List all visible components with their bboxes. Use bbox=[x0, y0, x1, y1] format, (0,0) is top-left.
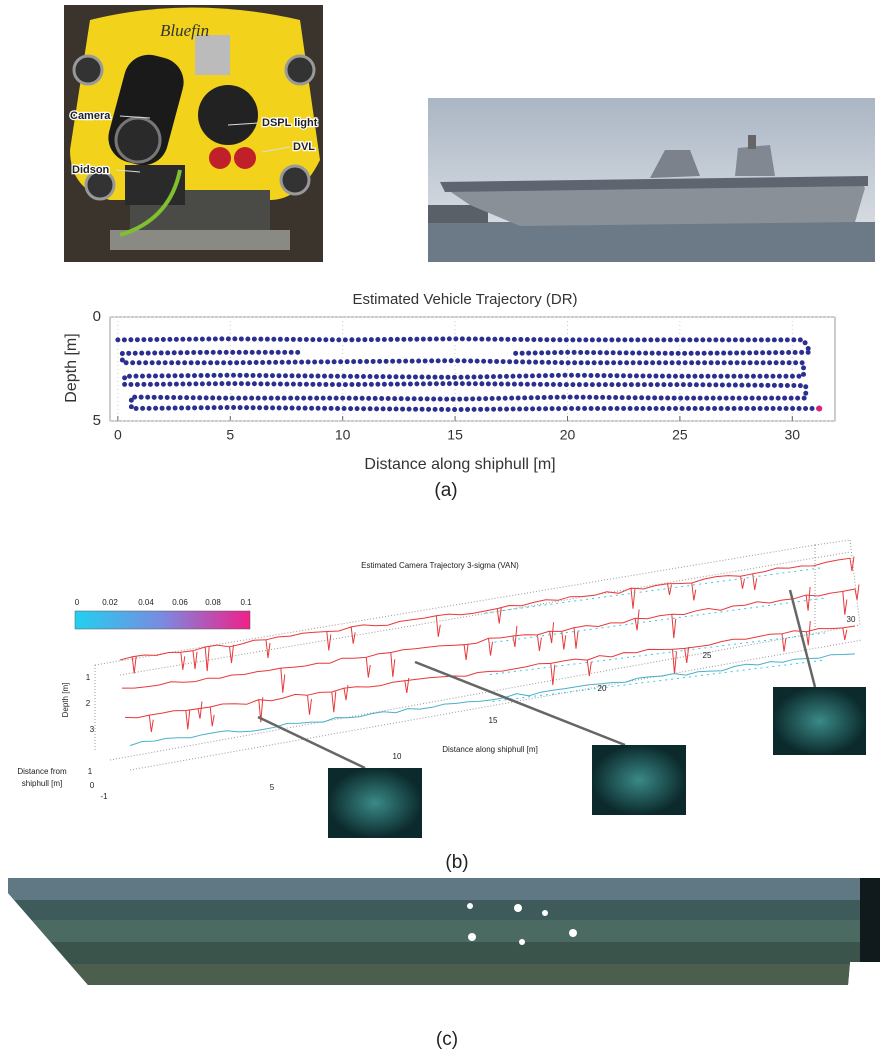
plot-frame bbox=[110, 317, 835, 421]
depth-tick-label: 3 bbox=[90, 725, 95, 734]
inset-image bbox=[328, 768, 422, 838]
colorbar-tick-label: 0.1 bbox=[240, 598, 252, 607]
x-tick-label: 15 bbox=[447, 427, 463, 443]
x-tick-label: 5 bbox=[226, 427, 234, 443]
photo-label: DVL bbox=[293, 141, 315, 153]
figure-title: Estimated Camera Trajectory 3-sigma (VAN… bbox=[361, 561, 519, 570]
trajectory-overlay bbox=[490, 633, 825, 675]
inset-image bbox=[773, 687, 866, 755]
along-tick-label: 10 bbox=[393, 752, 402, 761]
trajectory bbox=[122, 352, 819, 409]
along-tick-label: 15 bbox=[489, 716, 498, 725]
brand: Bluefin bbox=[160, 21, 209, 40]
x-tick-label: 0 bbox=[114, 427, 122, 443]
body: Bluefin Camera DSPL light Didson DVL Est… bbox=[0, 0, 891, 1059]
end-point bbox=[816, 406, 822, 412]
colorbar bbox=[75, 611, 250, 629]
colorbar-tick-label: 0.02 bbox=[102, 598, 118, 607]
caption: (c) bbox=[436, 1029, 458, 1050]
photo-label: Camera bbox=[70, 110, 111, 122]
x-tick-label: 20 bbox=[560, 427, 576, 443]
along-tick-label: 5 bbox=[270, 783, 275, 792]
camera-trajectory-3d: Estimated Camera Trajectory 3-sigma (VAN… bbox=[61, 540, 866, 838]
from-tick-label: 0 bbox=[90, 781, 95, 790]
caption: (a) bbox=[434, 480, 457, 501]
axis-label: Depth [m] bbox=[61, 683, 70, 718]
along-tick-label: 25 bbox=[703, 651, 712, 660]
from-tick-label: -1 bbox=[100, 792, 108, 801]
colorbar-tick-label: 0.04 bbox=[138, 598, 154, 607]
y-axis-label: Depth [m] bbox=[63, 333, 80, 402]
from-tick-label: 1 bbox=[88, 767, 93, 776]
depth-tick-label: 1 bbox=[86, 673, 91, 682]
colorbar-tick-label: 0 bbox=[75, 598, 80, 607]
inset-image bbox=[592, 745, 686, 815]
mosaic bbox=[0, 878, 891, 988]
trajectory-line bbox=[130, 654, 855, 746]
along-tick-label: 30 bbox=[847, 615, 856, 624]
chart-title: Estimated Vehicle Trajectory (DR) bbox=[352, 291, 577, 308]
leader-lines bbox=[258, 590, 815, 768]
x-tick-label: 30 bbox=[784, 427, 800, 443]
trajectory-overlay bbox=[485, 568, 820, 613]
y-tick-label: 5 bbox=[93, 412, 101, 429]
colorbar-tick-label: 0.08 bbox=[205, 598, 221, 607]
x-tick-label: 25 bbox=[672, 427, 688, 443]
trajectory-overlay bbox=[489, 598, 826, 643]
carrier-photo bbox=[428, 98, 875, 262]
photo-label: DSPL light bbox=[262, 117, 318, 129]
axis-label: Distance from shiphull [m] bbox=[4, 766, 80, 790]
x-axis-label: Distance along shiphull [m] bbox=[364, 456, 555, 473]
trajectory-chart: Estimated Vehicle Trajectory (DR) Distan… bbox=[63, 291, 835, 473]
vehicle-photo: Bluefin Camera DSPL light Didson DVL bbox=[64, 5, 323, 262]
caption: (b) bbox=[445, 852, 468, 873]
depth-tick-label: 2 bbox=[86, 699, 91, 708]
colorbar-tick-label: 0.06 bbox=[172, 598, 188, 607]
axis-label: Distance along shiphull [m] bbox=[442, 745, 538, 754]
figure: Bluefin Camera DSPL light Didson DVL Est… bbox=[0, 0, 891, 1059]
page: {"photos": {"vehicle": {"brand": "Bluefi… bbox=[0, 0, 891, 1059]
along-tick-label: 20 bbox=[598, 684, 607, 693]
x-tick-label: 10 bbox=[335, 427, 351, 443]
y-tick-label: 0 bbox=[93, 308, 101, 325]
photo-label: Didson bbox=[72, 164, 110, 176]
